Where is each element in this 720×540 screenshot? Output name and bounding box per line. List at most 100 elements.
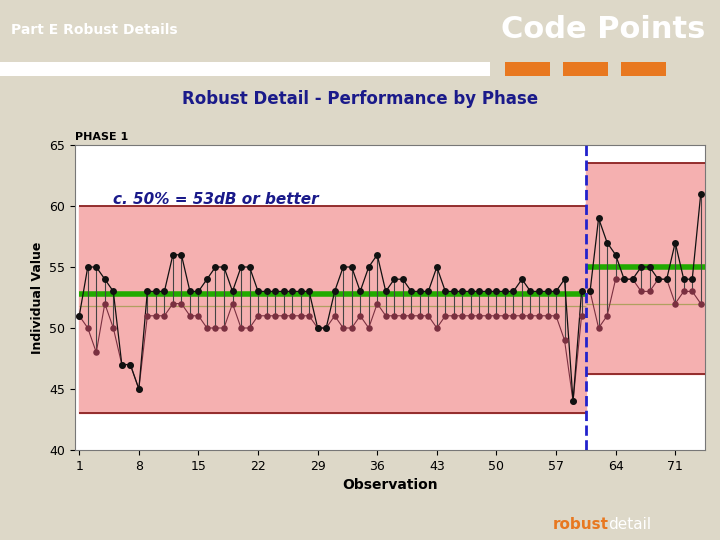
Point xyxy=(474,287,485,296)
Point xyxy=(490,287,502,296)
Point xyxy=(567,397,579,406)
Point xyxy=(670,238,681,247)
Point xyxy=(133,384,145,393)
Point xyxy=(559,275,570,284)
Bar xyxy=(0,62,490,76)
Point xyxy=(397,312,408,320)
Point xyxy=(125,360,136,369)
Point xyxy=(601,238,613,247)
Text: robust: robust xyxy=(552,517,608,532)
Point xyxy=(448,287,459,296)
Point xyxy=(440,287,451,296)
Point xyxy=(158,312,170,320)
Point xyxy=(534,287,545,296)
Point xyxy=(661,275,672,284)
Point xyxy=(405,287,417,296)
Point xyxy=(346,323,357,332)
Point xyxy=(346,262,357,271)
Point xyxy=(107,287,119,296)
Point xyxy=(380,287,392,296)
Point xyxy=(133,384,145,393)
Point xyxy=(618,275,630,284)
Point xyxy=(456,312,468,320)
Point xyxy=(516,312,528,320)
Point xyxy=(644,262,655,271)
Point xyxy=(116,360,127,369)
Point xyxy=(448,312,459,320)
Point xyxy=(456,287,468,296)
Point xyxy=(252,312,264,320)
Point xyxy=(338,323,349,332)
Point xyxy=(567,397,579,406)
Point xyxy=(244,262,256,271)
Point xyxy=(474,312,485,320)
Point xyxy=(184,312,196,320)
Point xyxy=(210,323,221,332)
Point xyxy=(652,275,664,284)
Point xyxy=(158,287,170,296)
Bar xyxy=(563,62,608,76)
Point xyxy=(73,312,85,320)
Point xyxy=(99,275,111,284)
Point xyxy=(423,287,434,296)
Point xyxy=(465,287,477,296)
Point xyxy=(150,312,161,320)
Point xyxy=(601,312,613,320)
Point xyxy=(363,262,374,271)
Point xyxy=(107,323,119,332)
Point xyxy=(541,312,553,320)
Point xyxy=(482,287,494,296)
Point xyxy=(167,299,179,308)
Point xyxy=(550,287,562,296)
Point xyxy=(627,275,639,284)
Point xyxy=(338,262,349,271)
Point xyxy=(295,287,307,296)
Point xyxy=(431,262,443,271)
Point xyxy=(193,287,204,296)
Point xyxy=(541,287,553,296)
Point xyxy=(329,312,341,320)
Point xyxy=(235,323,247,332)
Point xyxy=(218,262,230,271)
Point xyxy=(167,251,179,259)
Point xyxy=(635,287,647,296)
Point xyxy=(610,275,621,284)
Point xyxy=(661,275,672,284)
Point xyxy=(312,323,323,332)
Point xyxy=(261,287,272,296)
Point xyxy=(380,312,392,320)
Point xyxy=(414,287,426,296)
Point xyxy=(389,312,400,320)
Point xyxy=(312,323,323,332)
Point xyxy=(516,275,528,284)
Point xyxy=(320,323,332,332)
Point xyxy=(201,275,212,284)
Point xyxy=(329,287,341,296)
Point xyxy=(678,287,690,296)
X-axis label: Observation: Observation xyxy=(342,478,438,492)
Point xyxy=(559,336,570,345)
Point xyxy=(363,323,374,332)
Point xyxy=(320,323,332,332)
Point xyxy=(686,275,698,284)
Point xyxy=(295,312,307,320)
Point xyxy=(210,262,221,271)
Point xyxy=(303,287,315,296)
Text: c. 50% = 53dB or better: c. 50% = 53dB or better xyxy=(113,192,318,207)
Point xyxy=(91,348,102,357)
Point xyxy=(91,262,102,271)
Point xyxy=(525,287,536,296)
Point xyxy=(490,312,502,320)
Point xyxy=(593,323,604,332)
Point xyxy=(184,287,196,296)
Point xyxy=(440,312,451,320)
Point xyxy=(499,312,510,320)
Point xyxy=(125,360,136,369)
Point xyxy=(176,251,187,259)
Point xyxy=(252,287,264,296)
Point xyxy=(287,312,298,320)
Point xyxy=(261,312,272,320)
Text: Robust Detail - Performance by Phase: Robust Detail - Performance by Phase xyxy=(182,90,538,108)
Point xyxy=(269,287,281,296)
Point xyxy=(303,312,315,320)
